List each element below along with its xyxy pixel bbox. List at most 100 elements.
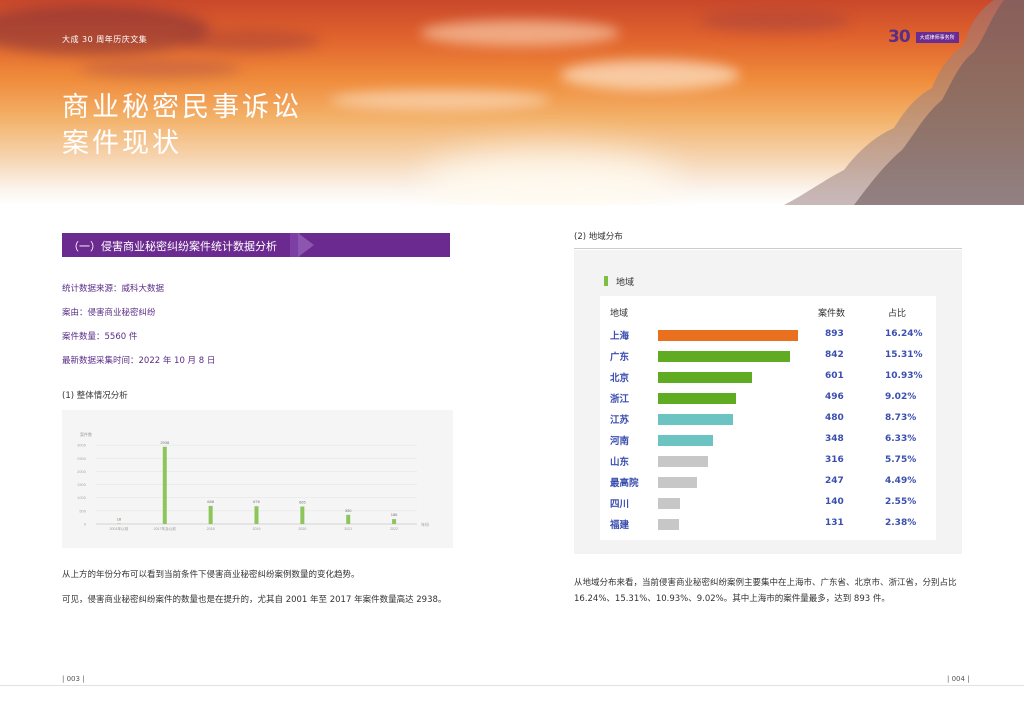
year-bar-chart-svg: 案件数 0 500 1000 1500 2000 2500 3000 18 2001年以前 2938… [77, 431, 429, 531]
region-percent: 4.49% [885, 476, 917, 486]
anniversary-logo: 30 大成律师事务所 [888, 27, 959, 47]
info-date: 最新数据采集时间：2022 年 10 月 8 日 [62, 356, 216, 366]
y-axis-label: 案件数 [80, 431, 92, 437]
region-name: 上海 [610, 331, 630, 342]
table-row: 上海 893 16.24% [600, 326, 936, 347]
page-number-left: | 003 | [62, 675, 85, 683]
legend-swatch [604, 276, 608, 286]
header-count: 案件数 [818, 309, 846, 319]
region-name: 浙江 [610, 394, 630, 405]
paragraph-conclusion: 可见，侵害商业秘密纠纷案件的数量也是在提升的，尤其自 2001 年至 2017 … [62, 595, 447, 605]
legend-label: 地域 [616, 278, 635, 288]
region-bar [658, 351, 790, 362]
logo-number: 30 [888, 27, 911, 47]
region-percent: 8.73% [885, 413, 917, 423]
paragraph-region-1: 从地域分布来看，当前侵害商业秘密纠纷案例主要集中在上海市、广东省、北京市、浙江省… [574, 578, 957, 588]
y-tick-label: 2000 [77, 469, 87, 474]
region-bar [658, 393, 736, 404]
page-title-line-2: 案件现状 [62, 128, 182, 159]
bar-value-label: 2938 [160, 440, 170, 445]
y-tick-label: 1500 [77, 482, 87, 487]
year-bar [300, 506, 305, 524]
banner-arrow-shape [298, 233, 314, 257]
y-tick-label: 0 [84, 522, 87, 527]
paragraph-trend: 从上方的年份分布可以看到当前条件下侵害商业秘密纠纷案例数量的变化趋势。 [62, 570, 360, 580]
table-row: 江苏 480 8.73% [600, 410, 936, 431]
page-title-line-1: 商业秘密民事诉讼 [62, 92, 302, 123]
region-count: 601 [825, 371, 844, 381]
region-bar [658, 477, 697, 488]
info-count: 案件数量：5560 件 [62, 332, 138, 342]
table-row: 广东 842 15.31% [600, 347, 936, 368]
region-bar [658, 435, 713, 446]
x-tick-label: 2020 [298, 527, 306, 531]
y-tick-label: 1000 [77, 495, 87, 500]
year-bar [392, 519, 397, 524]
region-count: 893 [825, 329, 844, 339]
table-row: 山东 316 5.75% [600, 452, 936, 473]
table-row: 北京 601 10.93% [600, 368, 936, 389]
header-percent: 占比 [888, 309, 907, 319]
region-name: 北京 [610, 373, 630, 384]
region-name: 山东 [610, 457, 630, 468]
bar-value-label: 665 [299, 500, 306, 505]
x-tick-label: 2021 [344, 527, 352, 531]
year-bar [208, 505, 213, 524]
region-bar [658, 456, 708, 467]
y-tick-label: 2500 [77, 456, 87, 461]
mountain-silhouette [784, 0, 1024, 205]
x-tick-label: 2022 [390, 527, 398, 531]
region-count: 316 [825, 455, 844, 465]
table-row: 最高院 247 4.49% [600, 473, 936, 494]
logo-tag: 大成律师事务所 [915, 31, 959, 43]
year-bar [254, 506, 259, 524]
region-count: 131 [825, 518, 844, 528]
bar-value-label: 676 [253, 499, 260, 504]
region-percent: 15.31% [885, 350, 923, 360]
region-bar [658, 330, 798, 341]
year-bar [162, 446, 167, 524]
x-axis-label: 年份 [421, 521, 429, 527]
x-tick-label: 2017年及以前 [154, 526, 177, 531]
header-region: 地域 [610, 309, 629, 319]
footer-line [0, 685, 1024, 686]
year-bar [346, 514, 351, 524]
year-bar-chart: 案件数 0 500 1000 1500 2000 2500 3000 18 2001年以前 2938… [62, 410, 453, 548]
bar-value-label: 18 [117, 517, 122, 522]
x-tick-label: 2001年以前 [110, 526, 129, 531]
region-count: 348 [825, 434, 844, 444]
region-count: 480 [825, 413, 844, 423]
table-row: 浙江 496 9.02% [600, 389, 936, 410]
table-row: 河南 348 6.33% [600, 431, 936, 452]
info-source: 统计数据来源：威科大数据 [62, 284, 165, 294]
divider [574, 248, 962, 249]
region-percent: 5.75% [885, 455, 917, 465]
region-percent: 6.33% [885, 434, 917, 444]
region-name: 江苏 [610, 415, 630, 426]
region-name: 最高院 [610, 478, 639, 489]
region-percent: 9.02% [885, 392, 917, 402]
region-name: 河南 [610, 436, 630, 447]
region-percent: 10.93% [885, 371, 923, 381]
region-bar [658, 498, 680, 509]
page-number-right: | 004 | [947, 675, 970, 683]
y-tick-label: 3000 [77, 443, 87, 448]
y-tick-label: 500 [79, 508, 86, 513]
bar-value-label: 186 [391, 512, 398, 517]
region-table: 地域 案件数 占比 上海 893 16.24% 广东 842 15.31% 北京 601 10.… [600, 296, 936, 540]
region-name: 四川 [610, 499, 630, 510]
region-percent: 2.38% [885, 518, 917, 528]
x-tick-label: 2018 [207, 527, 215, 531]
section-banner [62, 233, 450, 257]
page-title: 商业秘密民事诉讼 案件现状 [62, 90, 302, 162]
region-percent: 16.24% [885, 329, 923, 339]
region-count: 842 [825, 350, 844, 360]
region-name: 福建 [610, 520, 630, 531]
region-bar [658, 372, 753, 383]
section-banner-title: （一）侵害商业秘密纠纷案件统计数据分析 [68, 240, 277, 253]
bar-value-label: 350 [345, 508, 352, 513]
region-name: 广东 [610, 352, 630, 363]
table-row: 福建 131 2.38% [600, 515, 936, 536]
region-count: 140 [825, 497, 844, 507]
info-cause: 案由：侵害商业秘密纠纷 [62, 308, 156, 318]
